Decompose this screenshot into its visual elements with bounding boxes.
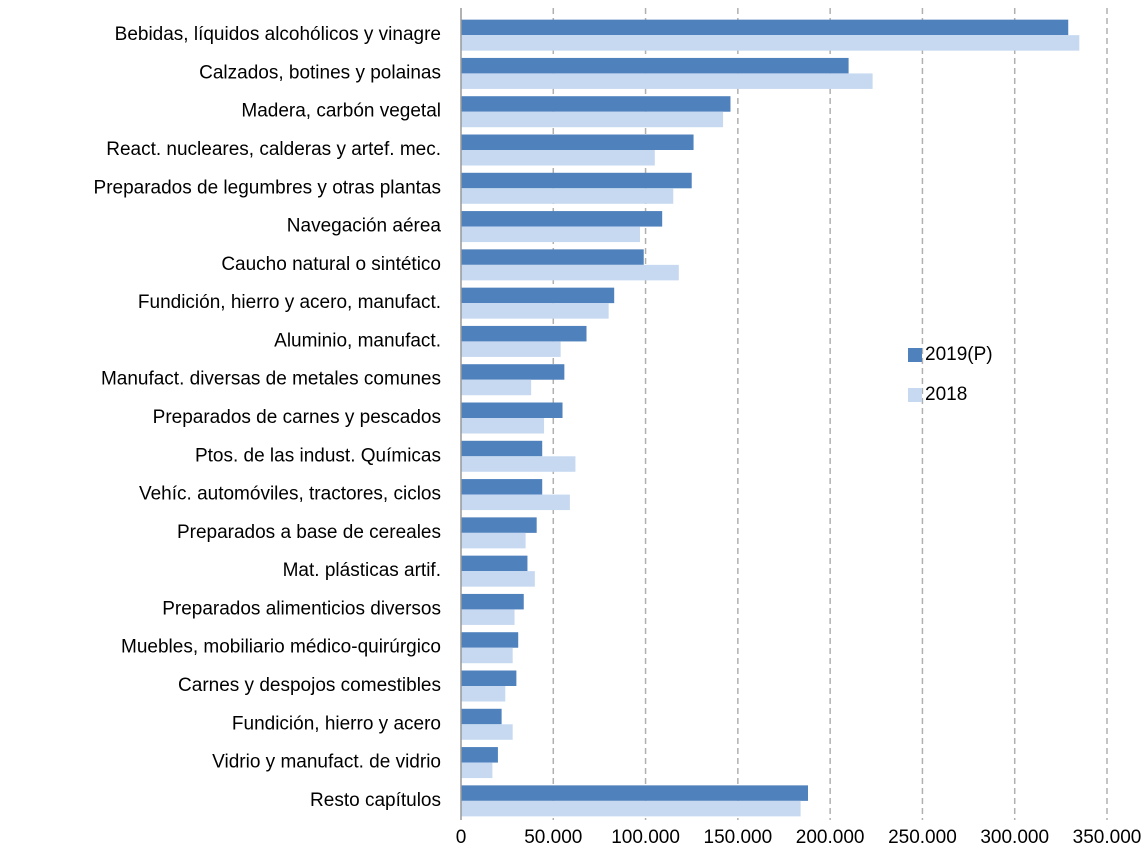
bar bbox=[461, 341, 561, 357]
bar bbox=[461, 517, 537, 533]
bar bbox=[461, 686, 506, 702]
bar bbox=[461, 479, 543, 495]
bar bbox=[461, 325, 587, 342]
y-tick-label: Aluminio, manufact. bbox=[274, 330, 441, 351]
y-tick-label: Vehíc. automóviles, tractores, ciclos bbox=[139, 484, 441, 505]
bar bbox=[461, 73, 873, 89]
bar bbox=[461, 724, 513, 740]
bar bbox=[461, 57, 849, 74]
y-tick-label: Preparados de legumbres y otras plantas bbox=[94, 177, 441, 198]
bar bbox=[461, 762, 493, 779]
y-tick-label: Muebles, mobiliario médico-quirúrgico bbox=[121, 637, 441, 658]
y-tick-label: Resto capítulos bbox=[310, 790, 441, 811]
y-tick-label: Navegación aérea bbox=[287, 216, 442, 237]
y-tick-label: Fundición, hierro y acero bbox=[232, 713, 441, 734]
x-tick-label: 0 bbox=[456, 827, 467, 848]
y-tick-label: Vidrio y manufact. de vidrio bbox=[212, 752, 441, 773]
bar bbox=[461, 555, 528, 572]
bar bbox=[461, 364, 565, 380]
bar bbox=[461, 632, 519, 648]
bar bbox=[461, 418, 545, 434]
x-tick-label: 350.000 bbox=[1073, 827, 1142, 848]
bar bbox=[461, 456, 576, 472]
y-tick-label: Bebidas, líquidos alcohólicos y vinagre bbox=[115, 24, 441, 45]
y-tick-label: Manufact. diversas de metales comunes bbox=[101, 369, 441, 390]
bar bbox=[461, 800, 801, 817]
x-tick-label: 300.000 bbox=[980, 827, 1049, 848]
y-tick-label: Mat. plásticas artif. bbox=[283, 560, 441, 581]
bar bbox=[461, 670, 517, 686]
bar bbox=[461, 609, 515, 625]
bar bbox=[461, 150, 655, 166]
legend-label: 2018 bbox=[925, 384, 967, 405]
y-tick-label: Fundición, hierro y acero, manufact. bbox=[138, 292, 441, 313]
bar bbox=[461, 172, 692, 189]
bar bbox=[461, 96, 731, 112]
bar bbox=[461, 402, 563, 418]
y-tick-label: Preparados de carnes y pescados bbox=[153, 407, 441, 428]
x-tick-label: 150.000 bbox=[704, 827, 773, 848]
y-tick-label: Carnes y despojos comestibles bbox=[178, 675, 441, 696]
bar bbox=[461, 19, 1069, 36]
bar bbox=[461, 747, 498, 763]
bar bbox=[461, 571, 535, 587]
x-tick-label: 250.000 bbox=[888, 827, 957, 848]
legend-swatch bbox=[908, 348, 922, 362]
bar bbox=[461, 785, 808, 801]
y-tick-label: Ptos. de las indust. Químicas bbox=[195, 445, 441, 466]
bar bbox=[461, 494, 570, 511]
x-tick-label: 100.000 bbox=[611, 827, 680, 848]
bar bbox=[461, 249, 644, 265]
bar bbox=[461, 35, 1080, 51]
y-tick-label: Caucho natural o sintético bbox=[221, 254, 441, 275]
x-tick-label: 50.000 bbox=[524, 827, 582, 848]
y-tick-label: Calzados, botines y polainas bbox=[199, 62, 441, 83]
bar bbox=[461, 188, 674, 204]
bar bbox=[461, 134, 694, 150]
bar bbox=[461, 440, 543, 457]
y-tick-label: Preparados a base de cereales bbox=[177, 522, 441, 543]
legend-swatch bbox=[908, 388, 922, 402]
bar bbox=[461, 303, 609, 319]
bar bbox=[461, 647, 513, 664]
bar bbox=[461, 708, 502, 725]
y-tick-label: Madera, carbón vegetal bbox=[241, 101, 441, 122]
x-tick-label: 200.000 bbox=[796, 827, 865, 848]
bar bbox=[461, 593, 524, 610]
bar bbox=[461, 264, 679, 281]
y-tick-label: React. nucleares, calderas y artef. mec. bbox=[106, 139, 441, 160]
bar bbox=[461, 379, 532, 396]
bar bbox=[461, 211, 663, 227]
y-tick-label: Preparados alimenticios diversos bbox=[162, 598, 441, 619]
bar bbox=[461, 111, 724, 128]
bar bbox=[461, 532, 526, 549]
bar bbox=[461, 226, 641, 243]
legend-label: 2019(P) bbox=[925, 344, 993, 365]
bar bbox=[461, 287, 615, 304]
